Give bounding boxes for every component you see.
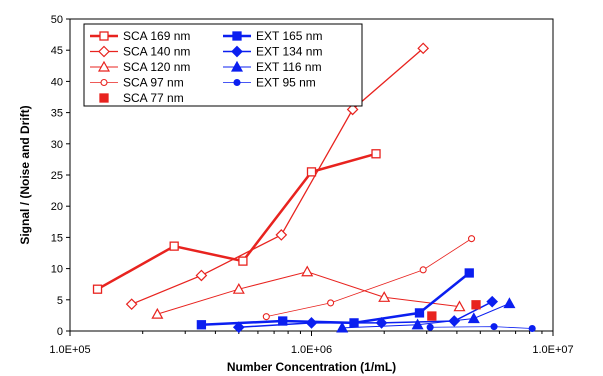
data-point-ext-116-nm	[503, 297, 516, 309]
legend-marker-sca-120-nm	[97, 60, 111, 72]
data-point-ext-165-nm	[349, 318, 359, 328]
data-point-ext-165-nm	[414, 308, 425, 318]
legend-marker-ext-116-nm	[230, 60, 244, 72]
data-point-ext-95-nm	[528, 324, 536, 333]
legend-marker-sca-97-nm	[100, 78, 108, 87]
data-point-sca-120-nm	[378, 291, 391, 302]
y-tick-label: 45	[51, 45, 63, 57]
data-point-sca-140-nm	[195, 269, 208, 282]
legend-label-sca-77-nm: SCA 77 nm	[123, 91, 184, 105]
y-tick-label: 25	[51, 170, 63, 182]
data-point-sca-169-nm	[371, 149, 381, 159]
legend-label-ext-134-nm: EXT 134 nm	[256, 45, 322, 59]
legend-marker-sca-77-nm	[99, 93, 109, 103]
data-point-sca-120-nm	[151, 307, 164, 319]
legend-label-sca-169-nm: SCA 169 nm	[123, 29, 190, 43]
data-point-sca-169-nm	[92, 284, 103, 294]
data-point-sca-140-nm	[125, 298, 138, 311]
data-point-sca-120-nm	[232, 282, 245, 294]
series-markers	[92, 42, 536, 334]
legend-marker-sca-140-nm	[98, 45, 110, 58]
data-point-sca-140-nm	[346, 103, 359, 116]
y-tick-label: 5	[57, 295, 63, 307]
y-tick-label: 10	[51, 264, 63, 276]
legend-marker-sca-169-nm	[99, 31, 109, 41]
data-point-ext-95-nm	[426, 323, 434, 331]
data-point-ext-165-nm	[278, 316, 288, 326]
y-tick-label: 20	[51, 201, 63, 213]
legend-label-ext-116-nm: EXT 116 nm	[256, 60, 322, 74]
x-tick-label: 1.0E+05	[49, 344, 90, 356]
legend-marker-ext-165-nm	[232, 31, 242, 41]
data-point-sca-97-nm	[262, 313, 270, 321]
y-tick-label: 30	[51, 139, 63, 151]
data-point-sca-77-nm	[427, 311, 437, 321]
data-point-sca-140-nm	[275, 229, 288, 241]
data-point-sca-120-nm	[453, 300, 466, 312]
legend-label-sca-140-nm: SCA 140 nm	[123, 45, 190, 59]
data-point-ext-116-nm	[411, 318, 424, 330]
data-point-sca-97-nm	[327, 299, 335, 307]
data-point-sca-169-nm	[306, 167, 317, 177]
data-point-ext-134-nm	[375, 317, 388, 329]
legend-label-ext-95-nm: EXT 95 nm	[256, 76, 316, 90]
data-point-ext-134-nm	[486, 295, 499, 308]
data-point-sca-97-nm	[419, 266, 427, 274]
data-point-ext-165-nm	[464, 268, 474, 278]
y-tick-label: 40	[51, 76, 63, 88]
y-tick-label: 50	[51, 14, 63, 26]
legend-label-ext-165-nm: EXT 165 nm	[256, 29, 322, 43]
data-point-ext-95-nm	[490, 323, 498, 331]
data-point-ext-134-nm	[232, 321, 245, 334]
data-point-sca-169-nm	[238, 256, 248, 266]
axes	[66, 18, 554, 336]
y-axis-title: Signal / (Noise and Drift)	[18, 105, 32, 244]
series-line-ext-95-nm	[430, 326, 533, 329]
y-tick-label: 15	[51, 232, 63, 244]
data-point-sca-77-nm	[471, 300, 481, 310]
data-point-ext-134-nm	[305, 317, 318, 329]
data-point-sca-97-nm	[468, 235, 476, 243]
x-tick-label: 1.0E+06	[291, 344, 332, 356]
series-line-sca-97-nm	[266, 238, 472, 318]
data-point-sca-140-nm	[417, 42, 430, 55]
data-point-sca-169-nm	[169, 241, 179, 251]
data-point-ext-116-nm	[467, 312, 480, 324]
legend-box	[83, 23, 363, 107]
x-tick-label: 1.0E+07	[532, 344, 573, 356]
data-point-sca-120-nm	[301, 265, 314, 277]
y-tick-label: 35	[51, 108, 63, 120]
legend-label-sca-120-nm: SCA 120 nm	[123, 60, 190, 74]
data-point-ext-116-nm	[336, 321, 349, 333]
series-line-sca-169-nm	[96, 152, 377, 291]
tick-labels: 0 5 10 15 20 25 30 35 40 45 50 1.0E+05 1.0E+06 1.0E+0…	[49, 14, 573, 356]
data-point-ext-165-nm	[196, 320, 207, 330]
data-point-ext-134-nm	[448, 315, 461, 327]
y-tick-label: 0	[57, 326, 63, 338]
legend-marker-ext-95-nm	[233, 78, 241, 87]
x-axis-title: Number Concentration (1/mL)	[227, 360, 396, 374]
legend-marker-ext-134-nm	[231, 45, 243, 58]
legend-label-sca-97-nm: SCA 97 nm	[123, 76, 184, 90]
